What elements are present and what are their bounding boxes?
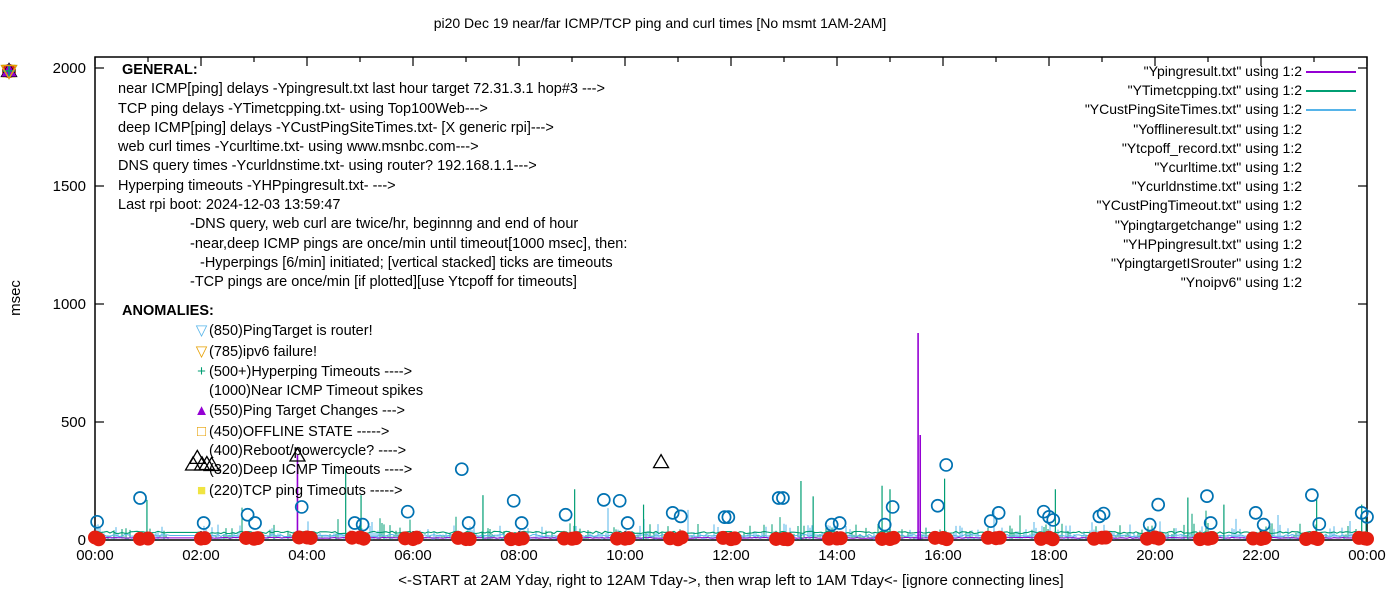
x-tick-label: 16:00 xyxy=(924,547,962,564)
x-tick-label: 20:00 xyxy=(1136,547,1174,564)
general-line: deep ICMP[ping] delays -YCustPingSiteTim… xyxy=(118,119,554,136)
legend-label: "Ycurltime.txt" using 1:2 xyxy=(1154,158,1302,175)
general-heading: GENERAL: xyxy=(122,62,198,78)
legend-marker-circle-open xyxy=(2,64,1360,177)
legend-label: "YCustPingTimeout.txt" using 1:2 xyxy=(1096,197,1302,214)
legend-label: "Ytcpoff_record.txt" using 1:2 xyxy=(1121,139,1302,156)
anomaly-text: (220)TCP ping Timeouts -----> xyxy=(209,482,403,499)
y-tick-label: 500 xyxy=(61,414,86,431)
anomaly-marker-icon: ▽ xyxy=(195,322,208,340)
legend-marker-line xyxy=(1302,100,1360,119)
general-line: -DNS query, web curl are twice/hr, begin… xyxy=(190,216,579,233)
x-tick-label: 00:00 xyxy=(1348,547,1386,564)
legend-line-sample xyxy=(1306,70,1356,73)
general-line: DNS query times -Ycurldnstime.txt- using… xyxy=(118,158,537,175)
anomalies-notes: ANOMALIES: ▽ (850)PingTarget is router! ▽(… xyxy=(118,302,423,501)
legend-label: "Ycurldnstime.txt" using 1:2 xyxy=(1131,178,1302,195)
legend-label: "YHPpingresult.txt" using 1:2 xyxy=(1123,235,1302,252)
anomaly-marker-icon: + xyxy=(197,362,206,380)
general-line: -Hyperpings [6/min] initiated; [vertical… xyxy=(200,254,613,271)
anomaly-line: ▽ (850)PingTarget is router! xyxy=(118,321,423,341)
anomaly-text: (850)PingTarget is router! xyxy=(209,323,373,340)
scatter-Ycurltime.txt xyxy=(90,458,1374,532)
y-tick-label: 0 xyxy=(78,532,86,549)
anomaly-marker-icon: ▽ xyxy=(195,342,208,360)
general-line: TCP ping delays -YTimetcpping.txt- using… xyxy=(118,100,488,117)
legend-entry: "YCustPingSiteTimes.txt" using 1:2 xyxy=(0,100,1360,119)
scatter-YCustPingTimeout.txt xyxy=(184,446,670,472)
anomalies-heading: ANOMALIES: xyxy=(122,303,214,319)
anomaly-line: ▲(550)Ping Target Changes ---> xyxy=(118,401,423,421)
x-tick-label: 06:00 xyxy=(394,547,432,564)
legend: "Ypingresult.txt" using 1:2 "YTimetcpping… xyxy=(0,62,1360,292)
anomaly-line: ▽ (785)ipv6 failure! xyxy=(118,342,423,362)
legend-marker-triangle-down-open xyxy=(0,64,1360,292)
legend-label: "Ypingtargetchange" using 1:2 xyxy=(1114,216,1302,233)
legend-line-sample xyxy=(1306,108,1356,111)
anomaly-text: (500+)Hyperping Timeouts ----> xyxy=(209,363,413,380)
y-axis-label: msec xyxy=(7,280,24,316)
y-tick-label: 1000 xyxy=(53,296,86,313)
legend-marker-circle-filled xyxy=(2,64,1360,196)
x-tick-label: 08:00 xyxy=(500,547,538,564)
anomaly-text: (320)Deep ICMP Timeouts ----> xyxy=(209,462,413,479)
legend-marker-line xyxy=(1302,81,1360,100)
x-tick-label: 12:00 xyxy=(712,547,750,564)
x-tick-label: 00:00 xyxy=(76,547,114,564)
anomaly-text: (785)ipv6 failure! xyxy=(209,343,317,360)
legend-label: "Ynoipv6" using 1:2 xyxy=(1180,274,1302,291)
general-line: -TCP pings are once/min [if plotted][use… xyxy=(190,274,577,291)
anomaly-line: (320)Deep ICMP Timeouts ----> xyxy=(118,461,423,480)
general-line: -near,deep ICMP pings are once/min until… xyxy=(190,235,628,252)
anomaly-marker-icon: ▲ xyxy=(194,402,209,420)
legend-marker-square-filled xyxy=(2,64,1360,158)
legend-entry: "Ypingresult.txt" using 1:2 xyxy=(0,62,1360,81)
anomaly-line: ■ (220)TCP ping Timeouts -----> xyxy=(118,481,423,501)
legend-label: "Yofflineresult.txt" using 1:2 xyxy=(1133,120,1302,137)
anomaly-line: + (500+)Hyperping Timeouts ----> xyxy=(118,362,423,382)
general-line: Hyperping timeouts -YHPpingresult.txt- -… xyxy=(118,177,396,194)
legend-marker-plus xyxy=(2,64,1360,254)
x-tick-label: 10:00 xyxy=(606,547,644,564)
general-line: Last rpi boot: 2024-12-03 13:59:47 xyxy=(118,197,341,214)
legend-marker-square-open xyxy=(2,64,1360,139)
triangle-down-open-icon xyxy=(0,64,18,80)
x-axis-label: <-START at 2AM Yday, right to 12AM Tday-… xyxy=(398,572,1063,589)
anomaly-text: (550)Ping Target Changes ---> xyxy=(209,403,405,420)
series-scatter xyxy=(88,446,1374,547)
legend-entry: "YTimetcpping.txt" using 1:2 xyxy=(0,81,1360,100)
y-tick-label: 1500 xyxy=(53,178,86,195)
anomaly-text: (1000)Near ICMP Timeout spikes xyxy=(209,383,424,400)
general-line: web curl times -Ycurltime.txt- using www… xyxy=(118,139,479,156)
x-tick-label: 22:00 xyxy=(1242,547,1280,564)
legend-label: "YCustPingSiteTimes.txt" using 1:2 xyxy=(1084,101,1302,118)
scatter-Ycurldnstime.txt xyxy=(88,530,1374,547)
x-tick-label: 02:00 xyxy=(182,547,220,564)
general-notes: GENERAL: near ICMP[ping] delays -Ypingre… xyxy=(118,61,627,293)
legend-marker-triangle-filled xyxy=(1,63,1360,235)
legend-entry: "Ynoipv6" using 1:2 xyxy=(0,64,1360,292)
anomaly-marker-icon: ■ xyxy=(196,481,207,499)
x-tick-label: 18:00 xyxy=(1030,547,1068,564)
x-tick-label: 04:00 xyxy=(288,547,326,564)
legend-marker-triangle-open xyxy=(0,62,1360,215)
anomaly-line: (400)Reboot/powercycle? ----> xyxy=(118,442,423,461)
legend-label: "Ypingresult.txt" using 1:2 xyxy=(1143,63,1302,79)
legend-marker-line xyxy=(1302,62,1360,81)
legend-line-sample xyxy=(1306,89,1356,92)
legend-label: "YTimetcpping.txt" using 1:2 xyxy=(1127,82,1302,99)
anomaly-text: (450)OFFLINE STATE -----> xyxy=(209,423,390,440)
y-tick-label: 2000 xyxy=(53,60,86,77)
legend-marker-triangle-down-open xyxy=(0,64,1360,273)
anomaly-text: (400)Reboot/powercycle? ----> xyxy=(209,443,407,460)
anomaly-line: (1000)Near ICMP Timeout spikes xyxy=(118,382,423,401)
general-line: near ICMP[ping] delays -Ypingresult.txt … xyxy=(118,81,605,98)
chart-title: pi20 Dec 19 near/far ICMP/TCP ping and c… xyxy=(434,15,887,31)
anomaly-marker-icon: □ xyxy=(196,422,207,440)
legend-label: "YpingtargetISrouter" using 1:2 xyxy=(1110,254,1302,271)
x-tick-label: 14:00 xyxy=(818,547,856,564)
anomaly-line: □ (450)OFFLINE STATE -----> xyxy=(118,422,423,442)
